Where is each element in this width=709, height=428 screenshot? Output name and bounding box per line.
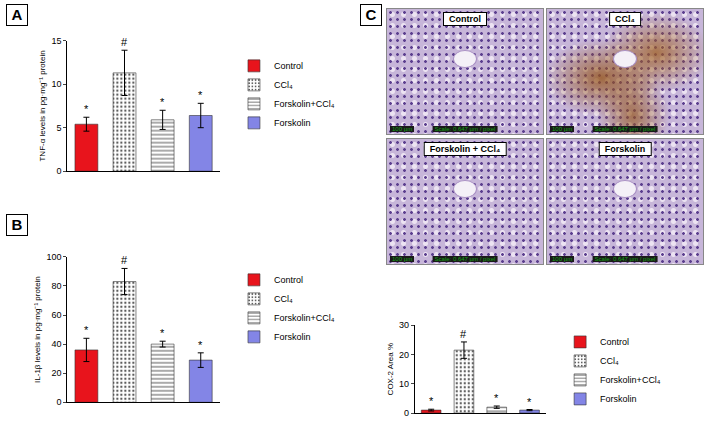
svg-text:COX-2 Area %: COX-2 Area % (386, 343, 395, 395)
svg-text:40: 40 (52, 339, 62, 349)
html-text:Scale: 0.647 µm / pixel: Scale: 0.647 µm / pixel (434, 256, 496, 262)
svg-text:10: 10 (399, 379, 409, 389)
svg-text:CCl₄: CCl₄ (274, 80, 293, 90)
svg-text:CCl₄: CCl₄ (274, 294, 293, 304)
svg-text:60: 60 (52, 310, 62, 320)
svg-text:*: * (84, 324, 89, 336)
svg-text:*: * (198, 89, 203, 101)
html-text:A: A (11, 6, 23, 23)
svg-text:20: 20 (399, 350, 409, 360)
html-text:Scale: 0.647 µm / pixel: Scale: 0.647 µm / pixel (434, 126, 496, 132)
html-text:Scale: 0.647 µm / pixel: Scale: 0.647 µm / pixel (594, 256, 656, 262)
svg-text:*: * (429, 395, 434, 407)
html-text:Forskolin: Forskolin (604, 144, 646, 154)
svg-text:5: 5 (57, 123, 62, 133)
svg-text:15: 15 (52, 36, 62, 46)
svg-text:10: 10 (52, 79, 62, 89)
html-text:100 µm: 100 µm (552, 126, 573, 132)
svg-text:0: 0 (404, 408, 409, 418)
html-text:Control: Control (449, 14, 481, 24)
svg-text:*: * (160, 327, 165, 339)
html-text:CCl₄: CCl₄ (615, 14, 635, 24)
svg-text:100: 100 (47, 252, 62, 262)
svg-text:*: * (84, 103, 89, 115)
html-text:100 µm: 100 µm (392, 256, 413, 262)
svg-text:Forskolin+CCl₄: Forskolin+CCl₄ (274, 99, 335, 109)
svg-text:0: 0 (57, 166, 62, 176)
svg-text:Forskolin: Forskolin (274, 332, 311, 342)
svg-text:30: 30 (399, 320, 409, 330)
svg-text:Forskolin: Forskolin (600, 394, 637, 404)
svg-text:Control: Control (274, 61, 303, 71)
html-text:100 µm: 100 µm (552, 256, 573, 262)
svg-text:#: # (460, 328, 467, 340)
svg-text:#: # (121, 36, 128, 48)
svg-text:#: # (121, 254, 128, 266)
svg-text:*: * (494, 392, 499, 404)
svg-text:CCl₄: CCl₄ (600, 356, 619, 366)
html-text:Forskolin + CCl₄: Forskolin + CCl₄ (429, 144, 501, 154)
svg-text:*: * (160, 96, 165, 108)
svg-text:20: 20 (52, 368, 62, 378)
svg-text:*: * (527, 396, 532, 408)
svg-text:IL-1β levels in pg·mg⁻¹ protei: IL-1β levels in pg·mg⁻¹ protein (33, 276, 42, 383)
svg-text:Forskolin+CCl₄: Forskolin+CCl₄ (274, 313, 335, 323)
svg-text:Control: Control (600, 337, 629, 347)
svg-text:Forskolin: Forskolin (274, 118, 311, 128)
html-text:100 µm: 100 µm (392, 126, 413, 132)
svg-text:0: 0 (57, 397, 62, 407)
svg-text:80: 80 (52, 281, 62, 291)
html-text:C: C (365, 6, 377, 23)
svg-text:TNF-α levels in pg·mg⁻¹ protei: TNF-α levels in pg·mg⁻¹ protein (38, 50, 47, 161)
svg-text:Forskolin+CCl₄: Forskolin+CCl₄ (600, 375, 661, 385)
html-text:Scale: 0.647 µm / pixel: Scale: 0.647 µm / pixel (594, 126, 656, 132)
svg-text:Control: Control (274, 275, 303, 285)
html-text:B: B (11, 216, 23, 233)
svg-text:*: * (198, 339, 203, 351)
